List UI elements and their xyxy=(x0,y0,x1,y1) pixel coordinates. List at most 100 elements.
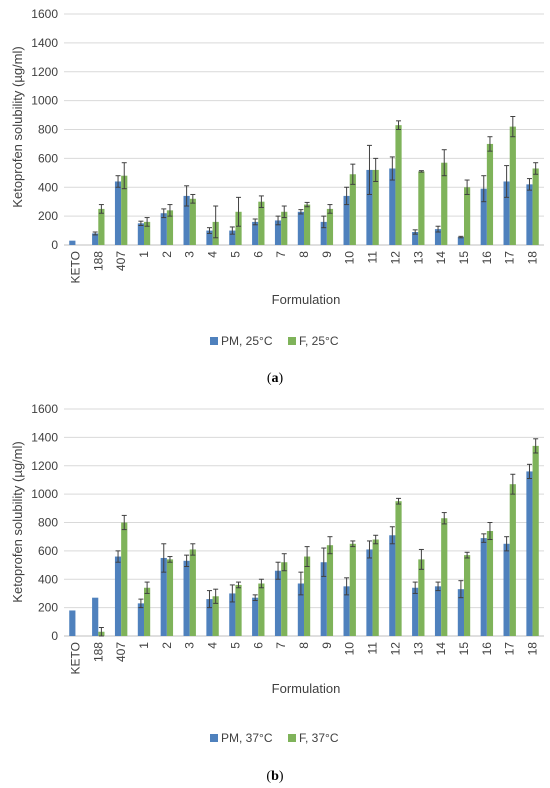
x-tick-label: 2 xyxy=(160,642,174,649)
bar-pm xyxy=(526,471,533,636)
x-tick-label: 14 xyxy=(434,642,448,656)
bar-f xyxy=(532,445,539,636)
x-tick-label: 10 xyxy=(343,251,357,265)
bar-pm xyxy=(297,211,304,245)
y-tick-label: 400 xyxy=(38,572,58,586)
x-tick-label: 9 xyxy=(320,642,334,649)
bar-pm xyxy=(389,168,396,245)
x-tick-label: 2 xyxy=(160,251,174,258)
x-tick-label: 15 xyxy=(457,251,471,265)
bar-pm xyxy=(229,230,236,245)
bar-f xyxy=(166,210,174,245)
bar-pm xyxy=(274,220,282,245)
y-tick-label: 200 xyxy=(38,601,58,615)
chart-panel-a: Ketoprofen solubility (µg/ml) 0 200 400 600… xyxy=(10,7,544,386)
bar-pm xyxy=(92,597,99,636)
bar-f xyxy=(395,125,402,245)
bar-f xyxy=(235,211,242,245)
bar-pm xyxy=(183,195,190,245)
bar-f xyxy=(418,171,425,245)
x-tick-label: 8 xyxy=(297,642,311,649)
bar-f xyxy=(98,208,105,245)
x-tick-label: 12 xyxy=(388,642,402,656)
x-tick-label: 17 xyxy=(503,251,517,265)
chart-panel-b: Ketoprofen solubility (µg/ml) 0 200 400 600… xyxy=(10,402,544,784)
bar-pm xyxy=(114,181,122,245)
x-tick-label: 18 xyxy=(526,251,540,265)
bar-f xyxy=(509,484,516,636)
x-tick-label: 4 xyxy=(206,642,220,649)
bar-f xyxy=(212,596,219,636)
x-tick-label: 16 xyxy=(480,251,494,265)
y-axis-title-a: Ketoprofen solubility (µg/ml) xyxy=(10,46,25,207)
bar-f xyxy=(349,543,356,636)
y-tick-label: 1600 xyxy=(31,402,58,416)
x-tick-label: 5 xyxy=(228,642,242,649)
bar-f xyxy=(304,556,311,636)
bar-pm xyxy=(160,213,167,245)
x-tick-label: 8 xyxy=(297,251,311,258)
y-tick-label: 0 xyxy=(51,629,58,643)
bar-f xyxy=(304,204,311,245)
bar-f xyxy=(509,126,516,245)
x-tick-label: 10 xyxy=(343,642,357,656)
bar-pm xyxy=(114,556,122,636)
bar-f xyxy=(166,559,174,636)
bar-pm xyxy=(457,589,464,636)
bar-pm xyxy=(252,597,259,636)
bar-pm xyxy=(69,610,76,636)
bar-pm xyxy=(526,184,533,245)
y-tick-label: 1400 xyxy=(31,430,58,444)
bar-f xyxy=(464,555,471,636)
bar-f xyxy=(258,201,265,245)
x-tick-label: KETO xyxy=(68,642,82,674)
bar-pm xyxy=(457,237,464,245)
bar-pm xyxy=(343,586,350,636)
bar-f xyxy=(326,545,334,636)
bar-f xyxy=(121,175,128,245)
bar-f xyxy=(235,584,242,636)
bar-pm xyxy=(69,240,76,245)
x-tick-label: 1 xyxy=(137,642,151,649)
y-tick-label: 1000 xyxy=(31,94,58,108)
x-tick-label: 15 xyxy=(457,642,471,656)
panel-label-a: (a) xyxy=(267,371,284,386)
bar-pm xyxy=(137,223,144,245)
y-tick-label: 1400 xyxy=(31,36,58,50)
legend-label-pm-25: PM, 25°C xyxy=(221,334,273,348)
bar-pm xyxy=(503,543,510,636)
bar-f xyxy=(372,169,379,245)
bar-pm xyxy=(503,181,510,245)
bar-f xyxy=(464,187,471,245)
bar-pm xyxy=(434,586,442,636)
y-tick-label: 200 xyxy=(38,209,58,223)
bar-pm xyxy=(412,232,419,245)
bar-f xyxy=(441,162,448,245)
bar-f xyxy=(486,531,494,636)
bar-f xyxy=(349,174,356,245)
x-tick-label: 7 xyxy=(274,251,288,258)
x-axis-title-a: Formulation xyxy=(272,292,341,307)
y-tick-label: 1200 xyxy=(31,459,58,473)
bar-f xyxy=(326,208,334,245)
bar-f xyxy=(395,501,402,636)
y-axis-title-b: Ketoprofen solubility (µg/ml) xyxy=(10,441,25,602)
bar-pm xyxy=(389,535,396,636)
bar-f xyxy=(441,518,448,636)
bar-f xyxy=(486,143,494,245)
bar-f xyxy=(372,539,379,636)
x-tick-label: 6 xyxy=(251,642,265,649)
bar-pm xyxy=(412,587,419,636)
panel-letter-a: a xyxy=(272,371,279,386)
bar-f xyxy=(121,522,128,636)
panel-label-b: (b) xyxy=(266,769,283,784)
panel-letter-b: b xyxy=(271,769,279,784)
legend-swatch-f-25 xyxy=(288,337,296,345)
y-tick-label: 800 xyxy=(38,123,58,137)
bar-pm xyxy=(320,562,327,636)
x-tick-label: 407 xyxy=(114,251,128,271)
y-tick-label: 600 xyxy=(38,151,58,165)
x-tick-label: 13 xyxy=(411,642,425,656)
bar-pm xyxy=(366,169,373,245)
